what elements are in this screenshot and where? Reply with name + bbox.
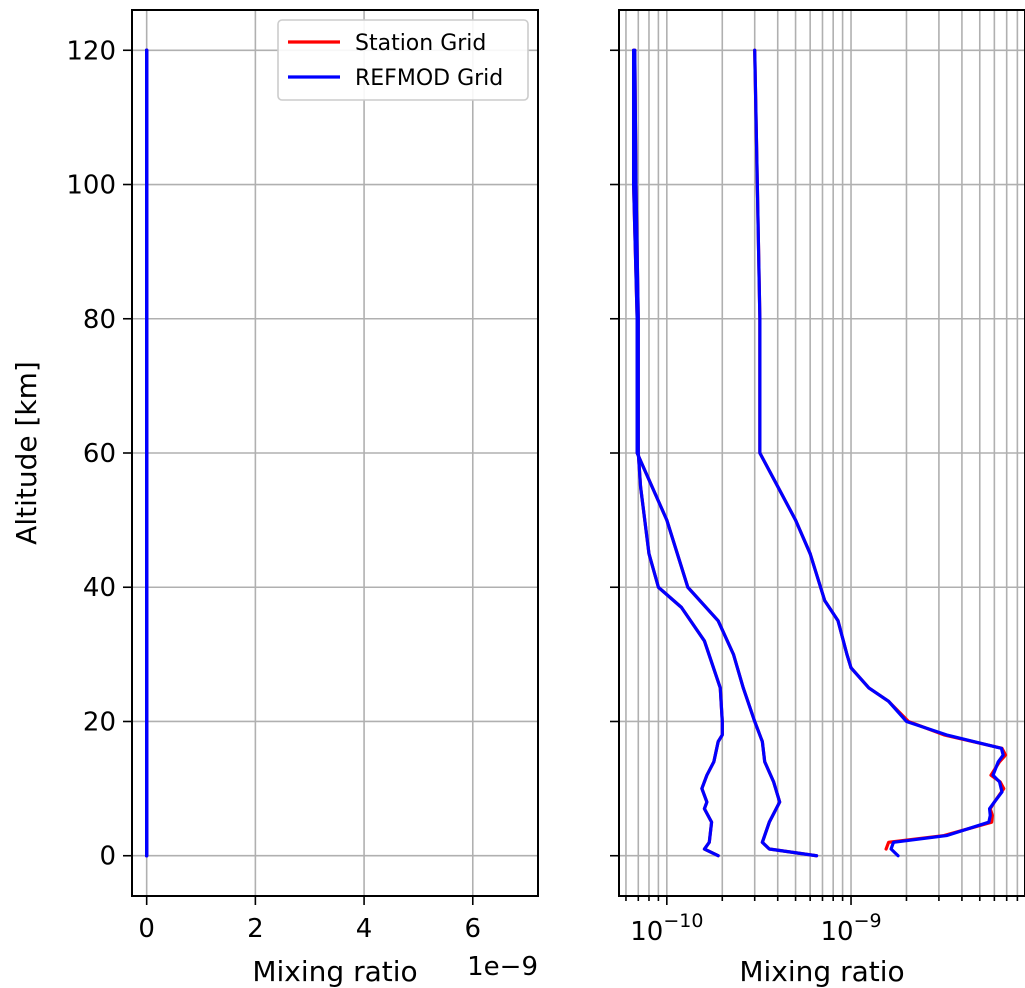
left-x-tick-label: 2: [247, 914, 264, 944]
left-grid: [132, 10, 538, 896]
left-x-axis-label: Mixing ratio: [252, 955, 417, 988]
left-panel: 0 20 40 60 80 100 120 0 2 4 6 Altitude [km] Mixing…: [10, 9, 539, 988]
left-y-tick-label: 80: [83, 305, 116, 335]
left-y-tick-label: 0: [99, 842, 116, 872]
left-x-tick-label: 6: [465, 914, 482, 944]
left-ticks: 0 20 40 60 80 100 120 0 2 4 6: [66, 36, 481, 944]
tick-exponent: −10: [663, 910, 703, 932]
tick-exponent: −9: [854, 910, 882, 932]
left-y-tick-label: 60: [83, 439, 116, 469]
right-panel: 10−10 10−9 Mixing ratio: [610, 9, 1025, 988]
right-series-refmod-grid-c: [753, 48, 1005, 858]
left-y-axis-label: Altitude [km]: [10, 361, 43, 545]
right-x-tick-label: 10−9: [820, 910, 881, 947]
tick-base: 10: [820, 917, 853, 947]
left-y-tick-label: 40: [83, 573, 116, 603]
legend: Station Grid REFMOD Grid: [277, 19, 529, 101]
left-x-tick-label: 4: [356, 914, 373, 944]
left-x-tick-label: 0: [138, 914, 155, 944]
legend-label-refmod-grid: REFMOD Grid: [355, 66, 503, 91]
left-y-tick-label: 120: [66, 36, 116, 66]
legend-box: [277, 19, 529, 101]
left-y-tick-label: 100: [66, 171, 116, 201]
left-x-offset-text: 1e−9: [467, 952, 538, 982]
right-ticks: 10−10 10−9: [610, 49, 1019, 947]
right-series-group: [631, 48, 1008, 858]
right-series-refmod-grid-b: [633, 48, 724, 858]
left-y-tick-label: 20: [83, 707, 116, 737]
right-x-tick-label: 10−10: [630, 910, 703, 947]
right-x-axis-label: Mixing ratio: [739, 955, 904, 988]
tick-base: 10: [630, 917, 663, 947]
legend-label-station-grid: Station Grid: [355, 31, 486, 56]
